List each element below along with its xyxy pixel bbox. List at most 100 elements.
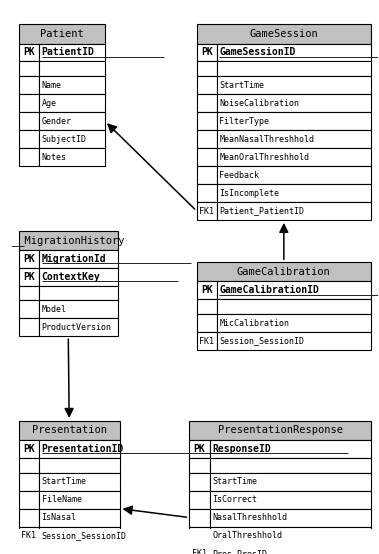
Bar	[19, 491, 39, 509]
Bar	[19, 421, 120, 440]
Bar	[197, 262, 371, 281]
Bar	[217, 94, 371, 112]
Text: PK: PK	[194, 444, 205, 454]
Text: GameCalibrationID: GameCalibrationID	[219, 285, 319, 295]
Bar	[197, 130, 217, 148]
Text: GameSession: GameSession	[249, 29, 318, 39]
Bar	[19, 44, 39, 61]
Bar	[197, 112, 217, 130]
Bar	[19, 300, 39, 319]
Text: PK: PK	[23, 444, 35, 454]
Bar	[19, 24, 105, 44]
Bar	[217, 76, 371, 94]
Text: FK1: FK1	[192, 549, 207, 554]
Bar	[39, 285, 118, 300]
Bar	[39, 526, 120, 545]
Bar	[217, 61, 371, 76]
Text: MeanOralThreshhold: MeanOralThreshhold	[219, 153, 309, 162]
Text: FK1: FK1	[199, 207, 214, 216]
Bar	[197, 332, 217, 350]
Text: NoiseCalibration: NoiseCalibration	[219, 99, 299, 107]
Bar	[197, 94, 217, 112]
Bar	[197, 24, 371, 44]
Bar	[19, 112, 39, 130]
Text: FileName: FileName	[42, 495, 81, 504]
Bar	[197, 44, 217, 61]
Text: IsNasal: IsNasal	[42, 513, 77, 522]
Bar	[19, 473, 39, 491]
Bar	[210, 509, 371, 526]
Text: FK1: FK1	[199, 336, 214, 346]
Bar	[190, 473, 210, 491]
Text: MeanNasalThreshhold: MeanNasalThreshhold	[219, 135, 315, 143]
Bar	[19, 250, 39, 268]
Bar	[197, 76, 217, 94]
Text: ContextKey: ContextKey	[42, 271, 100, 281]
Bar	[19, 319, 39, 336]
Bar	[19, 509, 39, 526]
Bar	[39, 491, 120, 509]
Bar	[217, 44, 371, 61]
Text: PK: PK	[201, 48, 213, 58]
Bar	[39, 250, 118, 268]
Bar	[190, 440, 210, 458]
Bar	[190, 491, 210, 509]
Text: StartTime: StartTime	[219, 81, 265, 90]
Text: StartTime: StartTime	[212, 477, 257, 486]
Bar	[19, 230, 118, 250]
Bar	[197, 184, 217, 202]
Bar	[217, 332, 371, 350]
Bar	[217, 148, 371, 166]
Text: PresentationID: PresentationID	[42, 444, 124, 454]
Bar	[190, 526, 210, 545]
Bar	[217, 112, 371, 130]
Text: SubjectID: SubjectID	[42, 135, 86, 143]
Text: Gender: Gender	[42, 117, 72, 126]
Text: Session_SessionID: Session_SessionID	[219, 336, 304, 346]
Bar	[210, 458, 371, 473]
Bar	[197, 314, 217, 332]
Bar	[217, 202, 371, 220]
Bar	[190, 458, 210, 473]
Bar	[19, 285, 39, 300]
Bar	[210, 473, 371, 491]
Bar	[39, 440, 120, 458]
Text: GameSessionID: GameSessionID	[219, 48, 296, 58]
Text: PatientID: PatientID	[42, 48, 94, 58]
Bar	[19, 148, 39, 166]
Bar	[190, 509, 210, 526]
Bar	[217, 299, 371, 314]
Text: ResponseID: ResponseID	[212, 444, 271, 454]
Bar	[39, 61, 105, 76]
Bar	[39, 112, 105, 130]
Text: Model: Model	[42, 305, 66, 314]
Bar	[39, 148, 105, 166]
Text: IsIncomplete: IsIncomplete	[219, 188, 279, 198]
Bar	[197, 61, 217, 76]
Text: FK1: FK1	[21, 531, 36, 540]
Text: Patient_PatientID: Patient_PatientID	[219, 207, 304, 216]
Bar	[39, 94, 105, 112]
Bar	[197, 166, 217, 184]
Text: Pres_PresID: Pres_PresID	[212, 549, 267, 554]
Bar	[39, 319, 118, 336]
Text: Presentation: Presentation	[32, 425, 107, 435]
Bar	[217, 184, 371, 202]
Text: OralThreshhold: OralThreshhold	[212, 531, 282, 540]
Text: Feedback: Feedback	[219, 171, 260, 179]
Bar	[19, 458, 39, 473]
Bar	[19, 268, 39, 285]
Text: Notes: Notes	[42, 153, 66, 162]
Text: IsCorrect: IsCorrect	[212, 495, 257, 504]
Text: PresentationResponse: PresentationResponse	[218, 425, 343, 435]
Text: StartTime: StartTime	[42, 477, 86, 486]
Bar	[39, 473, 120, 491]
Text: FilterType: FilterType	[219, 117, 269, 126]
Bar	[190, 421, 371, 440]
Text: PK: PK	[23, 271, 35, 281]
Bar	[210, 440, 371, 458]
Text: Session_SessionID: Session_SessionID	[42, 531, 127, 540]
Text: Age: Age	[42, 99, 56, 107]
Bar	[197, 281, 217, 299]
Bar	[210, 545, 371, 554]
